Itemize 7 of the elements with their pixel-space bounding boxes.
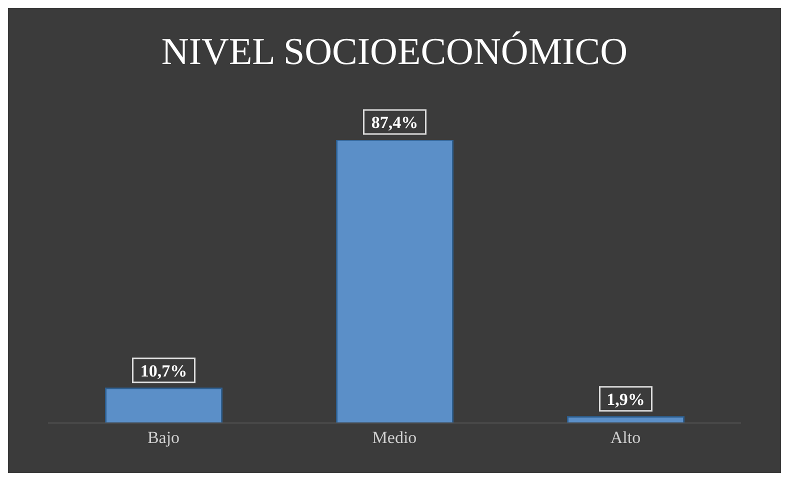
x-tick-label: Alto [610,428,641,448]
data-label: 87,4% [371,113,418,132]
data-label: 10,7% [140,361,188,380]
chart-title: NIVEL SOCIOECONÓMICO [160,30,629,75]
x-tick-label: Medio [372,428,417,448]
data-label: 1,9% [606,390,645,409]
x-tick-label: Bajo [147,428,180,448]
